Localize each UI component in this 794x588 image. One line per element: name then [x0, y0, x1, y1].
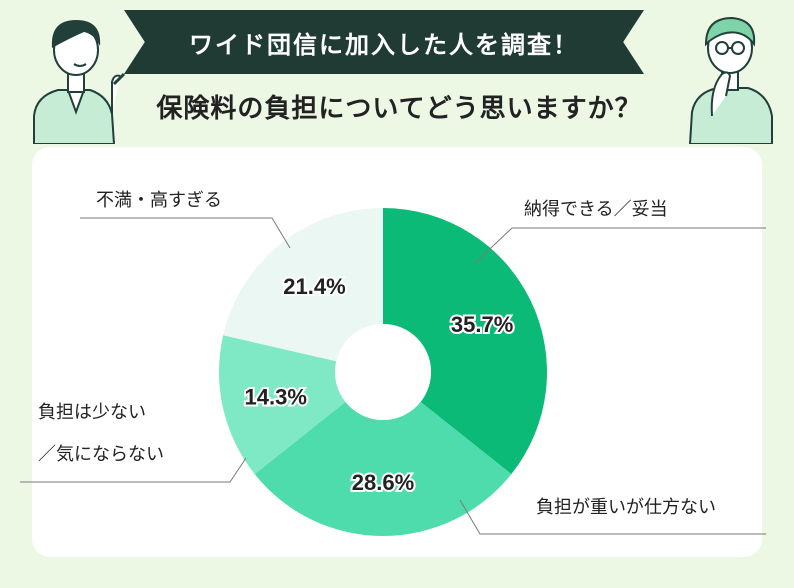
slice-value-label-4: 21.4% — [283, 274, 345, 299]
person-pointing-icon — [33, 20, 126, 144]
leader-line-3 — [20, 457, 247, 483]
slice-value-label-2: 28.6% — [352, 470, 414, 495]
pie-slice-3 — [218, 335, 346, 475]
leader-line-2 — [459, 499, 766, 535]
category-label-4: 不満・高すぎる — [96, 190, 222, 211]
category-label-3-line-2: ／気にならない — [38, 444, 164, 465]
question-heading: 保険料の負担についてどう思いますか？ — [156, 94, 642, 124]
pie-slice-2 — [254, 401, 512, 536]
pie-slice-1 — [383, 208, 547, 475]
category-label-1: 納得できる／妥当 — [524, 199, 668, 220]
banner-title: ワイド団信に加入した人を調査！ — [189, 30, 579, 59]
donut-hole — [335, 324, 431, 420]
slice-value-label-3: 14.3% — [245, 384, 307, 409]
slice-value-label-1: 35.7% — [451, 312, 513, 337]
leader-line-4 — [80, 217, 291, 249]
leader-line-1 — [473, 227, 766, 265]
person-thinking-icon — [688, 16, 773, 144]
category-label-2: 負担が重いが仕方ない — [536, 497, 716, 518]
pie-slice-4 — [223, 208, 383, 362]
category-label-3-line-1: 負担は少ない — [38, 402, 146, 423]
title-banner: ワイド団信に加入した人を調査！ — [124, 10, 644, 74]
